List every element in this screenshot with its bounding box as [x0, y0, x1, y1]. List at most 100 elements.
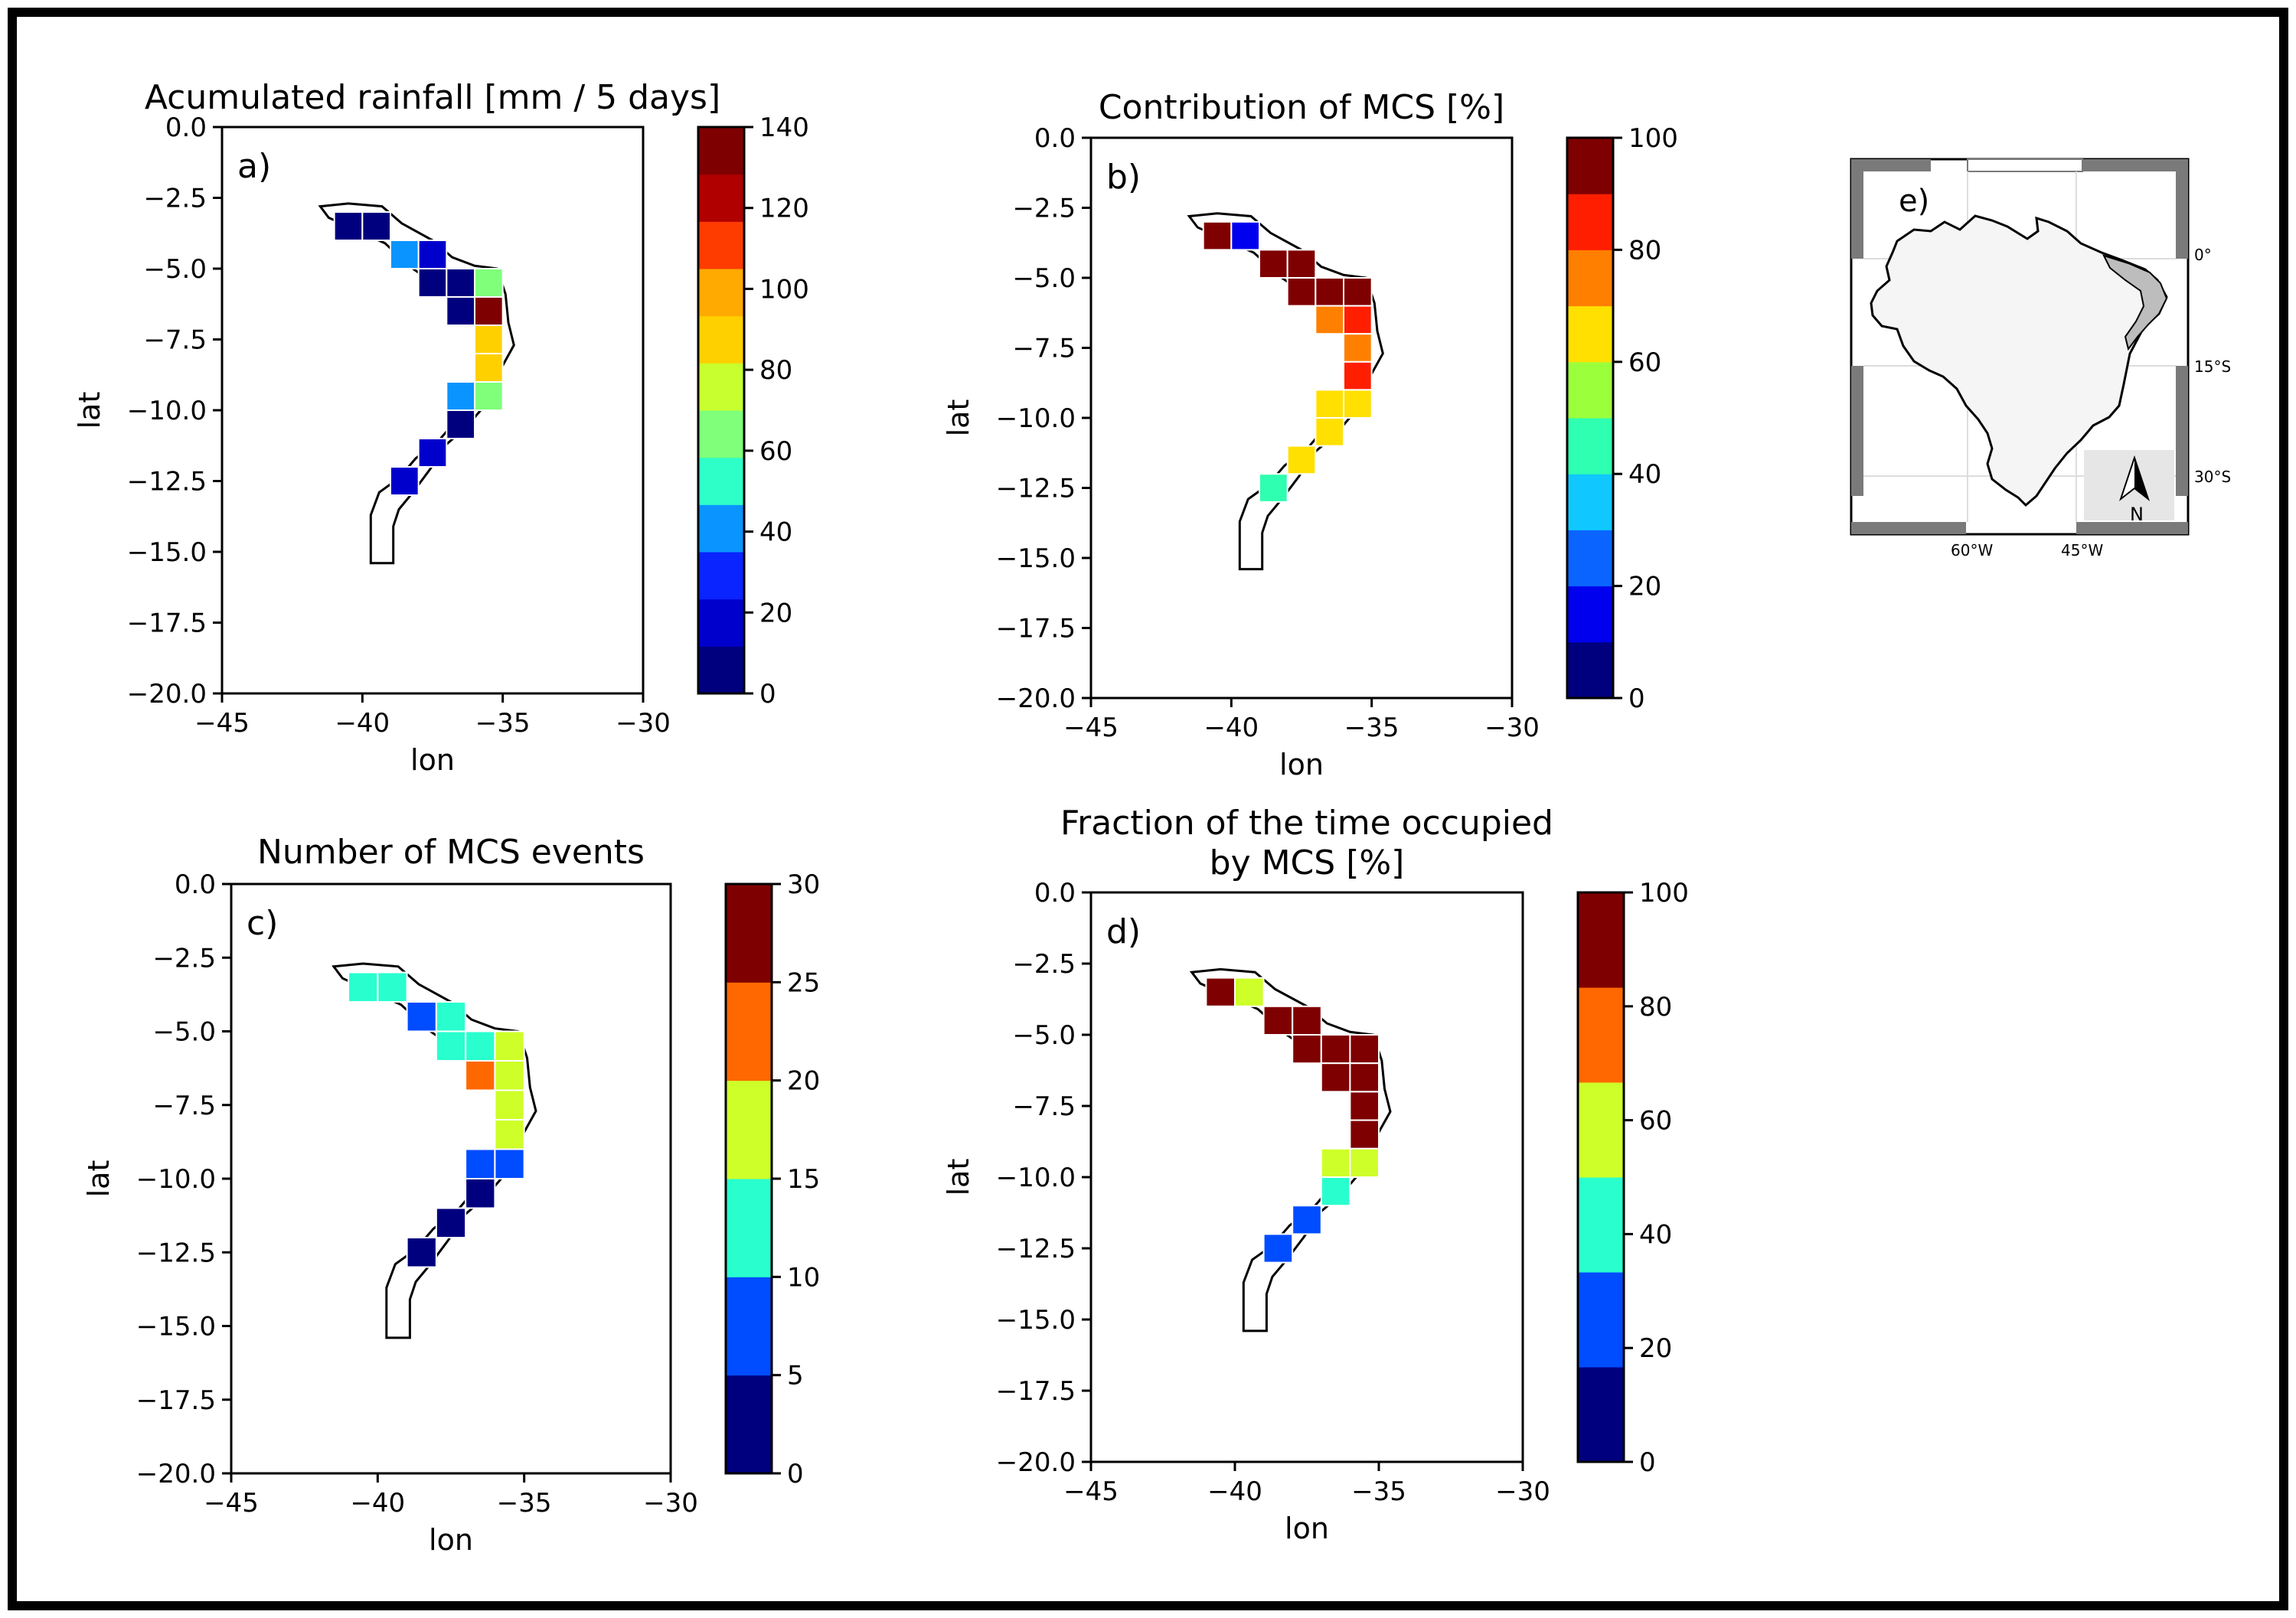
grid-cell	[1343, 277, 1373, 307]
grid-cell	[1230, 220, 1261, 251]
grid-cell	[446, 296, 475, 326]
y-tick-label: 0.0	[165, 113, 207, 143]
colorbar-segment	[1567, 194, 1613, 250]
grid-cell	[494, 1030, 525, 1062]
colorbar-tick-label: 100	[759, 274, 809, 305]
colorbar-tick-label: 140	[759, 113, 809, 143]
x-tick-label: −30	[1495, 1476, 1550, 1507]
north-arrow-fill-icon	[2134, 458, 2148, 499]
y-tick-label: −2.5	[152, 943, 216, 974]
brazil-outline	[1870, 214, 2168, 507]
colorbar-segment	[698, 504, 744, 553]
grid-cell	[1262, 1233, 1294, 1264]
grid-cell	[474, 353, 504, 383]
colorbar-tick-label: 15	[787, 1164, 820, 1195]
x-tick-label: −40	[350, 1488, 405, 1519]
grid-cell	[435, 1207, 467, 1238]
grid-cell	[474, 381, 504, 411]
colorbar-segment	[698, 599, 744, 647]
y-tick-label: −15.0	[136, 1312, 216, 1342]
grid-cell	[474, 296, 504, 326]
plot-area	[1089, 136, 1514, 700]
y-tick-label: −10.0	[996, 403, 1076, 434]
y-tick-label: −2.5	[143, 184, 207, 214]
x-tick-label: −40	[1204, 713, 1259, 743]
grid-cell	[1320, 1062, 1351, 1093]
colorbar-segment	[698, 410, 744, 458]
grid-cell	[1292, 1205, 1322, 1235]
grid-cell	[1320, 1034, 1351, 1065]
y-tick-label: −2.5	[1012, 194, 1076, 224]
colorbar-segment	[726, 1080, 772, 1179]
map-frame-top-mid	[1967, 158, 2083, 172]
colorbar-segment	[698, 457, 744, 505]
map-lat-label-0: 0°	[2194, 246, 2212, 264]
colorbar-segment	[1567, 138, 1613, 194]
y-tick-label: −17.5	[996, 1376, 1076, 1407]
y-tick-label: −7.5	[152, 1091, 216, 1121]
colorbar-tick-label: 80	[1628, 235, 1661, 266]
colorbar-frame	[697, 126, 746, 695]
y-tick-label: −12.5	[127, 467, 207, 497]
y-tick-label: −17.5	[127, 608, 207, 639]
x-tick-label: −45	[194, 708, 250, 739]
x-tick-label: −35	[1351, 1476, 1406, 1507]
x-axis-label: lon	[410, 743, 455, 777]
map-lat-label-15s: 15°S	[2194, 357, 2231, 376]
grid-cell	[1286, 249, 1317, 279]
grid-cell	[1349, 1119, 1380, 1150]
y-axis-label: lat	[942, 1159, 975, 1196]
colorbar-segment	[726, 1179, 772, 1277]
grid-cell	[494, 1089, 525, 1121]
grid-cell	[417, 438, 448, 468]
y-tick-label: −10.0	[136, 1164, 216, 1195]
y-tick-label: −17.5	[136, 1385, 216, 1416]
y-tick-label: −12.5	[996, 1234, 1076, 1264]
grid-cell	[465, 1178, 496, 1209]
y-tick-label: −15.0	[996, 543, 1076, 574]
x-tick-label: −30	[616, 708, 671, 739]
grid-cell	[1343, 360, 1373, 391]
grid-cell	[406, 1237, 437, 1268]
y-tick-label: −7.5	[143, 325, 207, 356]
grid-cell	[1259, 249, 1288, 279]
panel-title: by MCS [%]	[1210, 843, 1405, 882]
colorbar-tick-label: 60	[1628, 347, 1661, 378]
grid-cell	[390, 466, 420, 496]
colorbar-tick-label: 20	[759, 598, 792, 628]
y-tick-label: −7.5	[1012, 1091, 1076, 1122]
y-tick-label: −5.0	[1012, 263, 1076, 294]
panel-label: a)	[237, 147, 271, 186]
grid-cell	[1349, 1091, 1380, 1121]
y-tick-label: −5.0	[152, 1017, 216, 1048]
colorbar-tick-label: 5	[787, 1361, 804, 1391]
colorbar-segment	[1578, 987, 1624, 1083]
y-tick-label: −20.0	[127, 679, 207, 710]
colorbar-tick-label: 0	[1639, 1447, 1656, 1478]
y-tick-label: −17.5	[996, 614, 1076, 644]
y-axis-label: lat	[942, 400, 975, 437]
colorbar-segment	[1567, 305, 1613, 363]
colorbar-segment	[1567, 250, 1613, 307]
colorbar-tick-label: 20	[787, 1066, 820, 1097]
y-tick-label: −10.0	[127, 396, 207, 426]
colorbar-segment	[698, 646, 744, 694]
y-tick-label: 0.0	[1034, 123, 1076, 154]
map-lat-label-30s: 30°S	[2194, 468, 2231, 486]
x-tick-label: −45	[1063, 1476, 1119, 1507]
x-axis-label: lon	[1279, 748, 1324, 781]
x-axis-label: lon	[429, 1523, 473, 1557]
grid-cell	[1259, 473, 1288, 503]
grid-cell	[1349, 1147, 1380, 1179]
grid-cell	[417, 268, 448, 298]
map-lon-label-45w: 45°W	[2061, 541, 2103, 559]
colorbar-segment	[1567, 418, 1613, 475]
grid-cell	[494, 1148, 525, 1179]
grid-cell	[446, 268, 475, 298]
colorbar-segment	[1578, 1367, 1624, 1463]
grid-cell	[446, 381, 475, 411]
colorbar-segment	[726, 884, 772, 983]
grid-cell	[494, 1119, 525, 1150]
grid-cell	[1343, 305, 1373, 335]
